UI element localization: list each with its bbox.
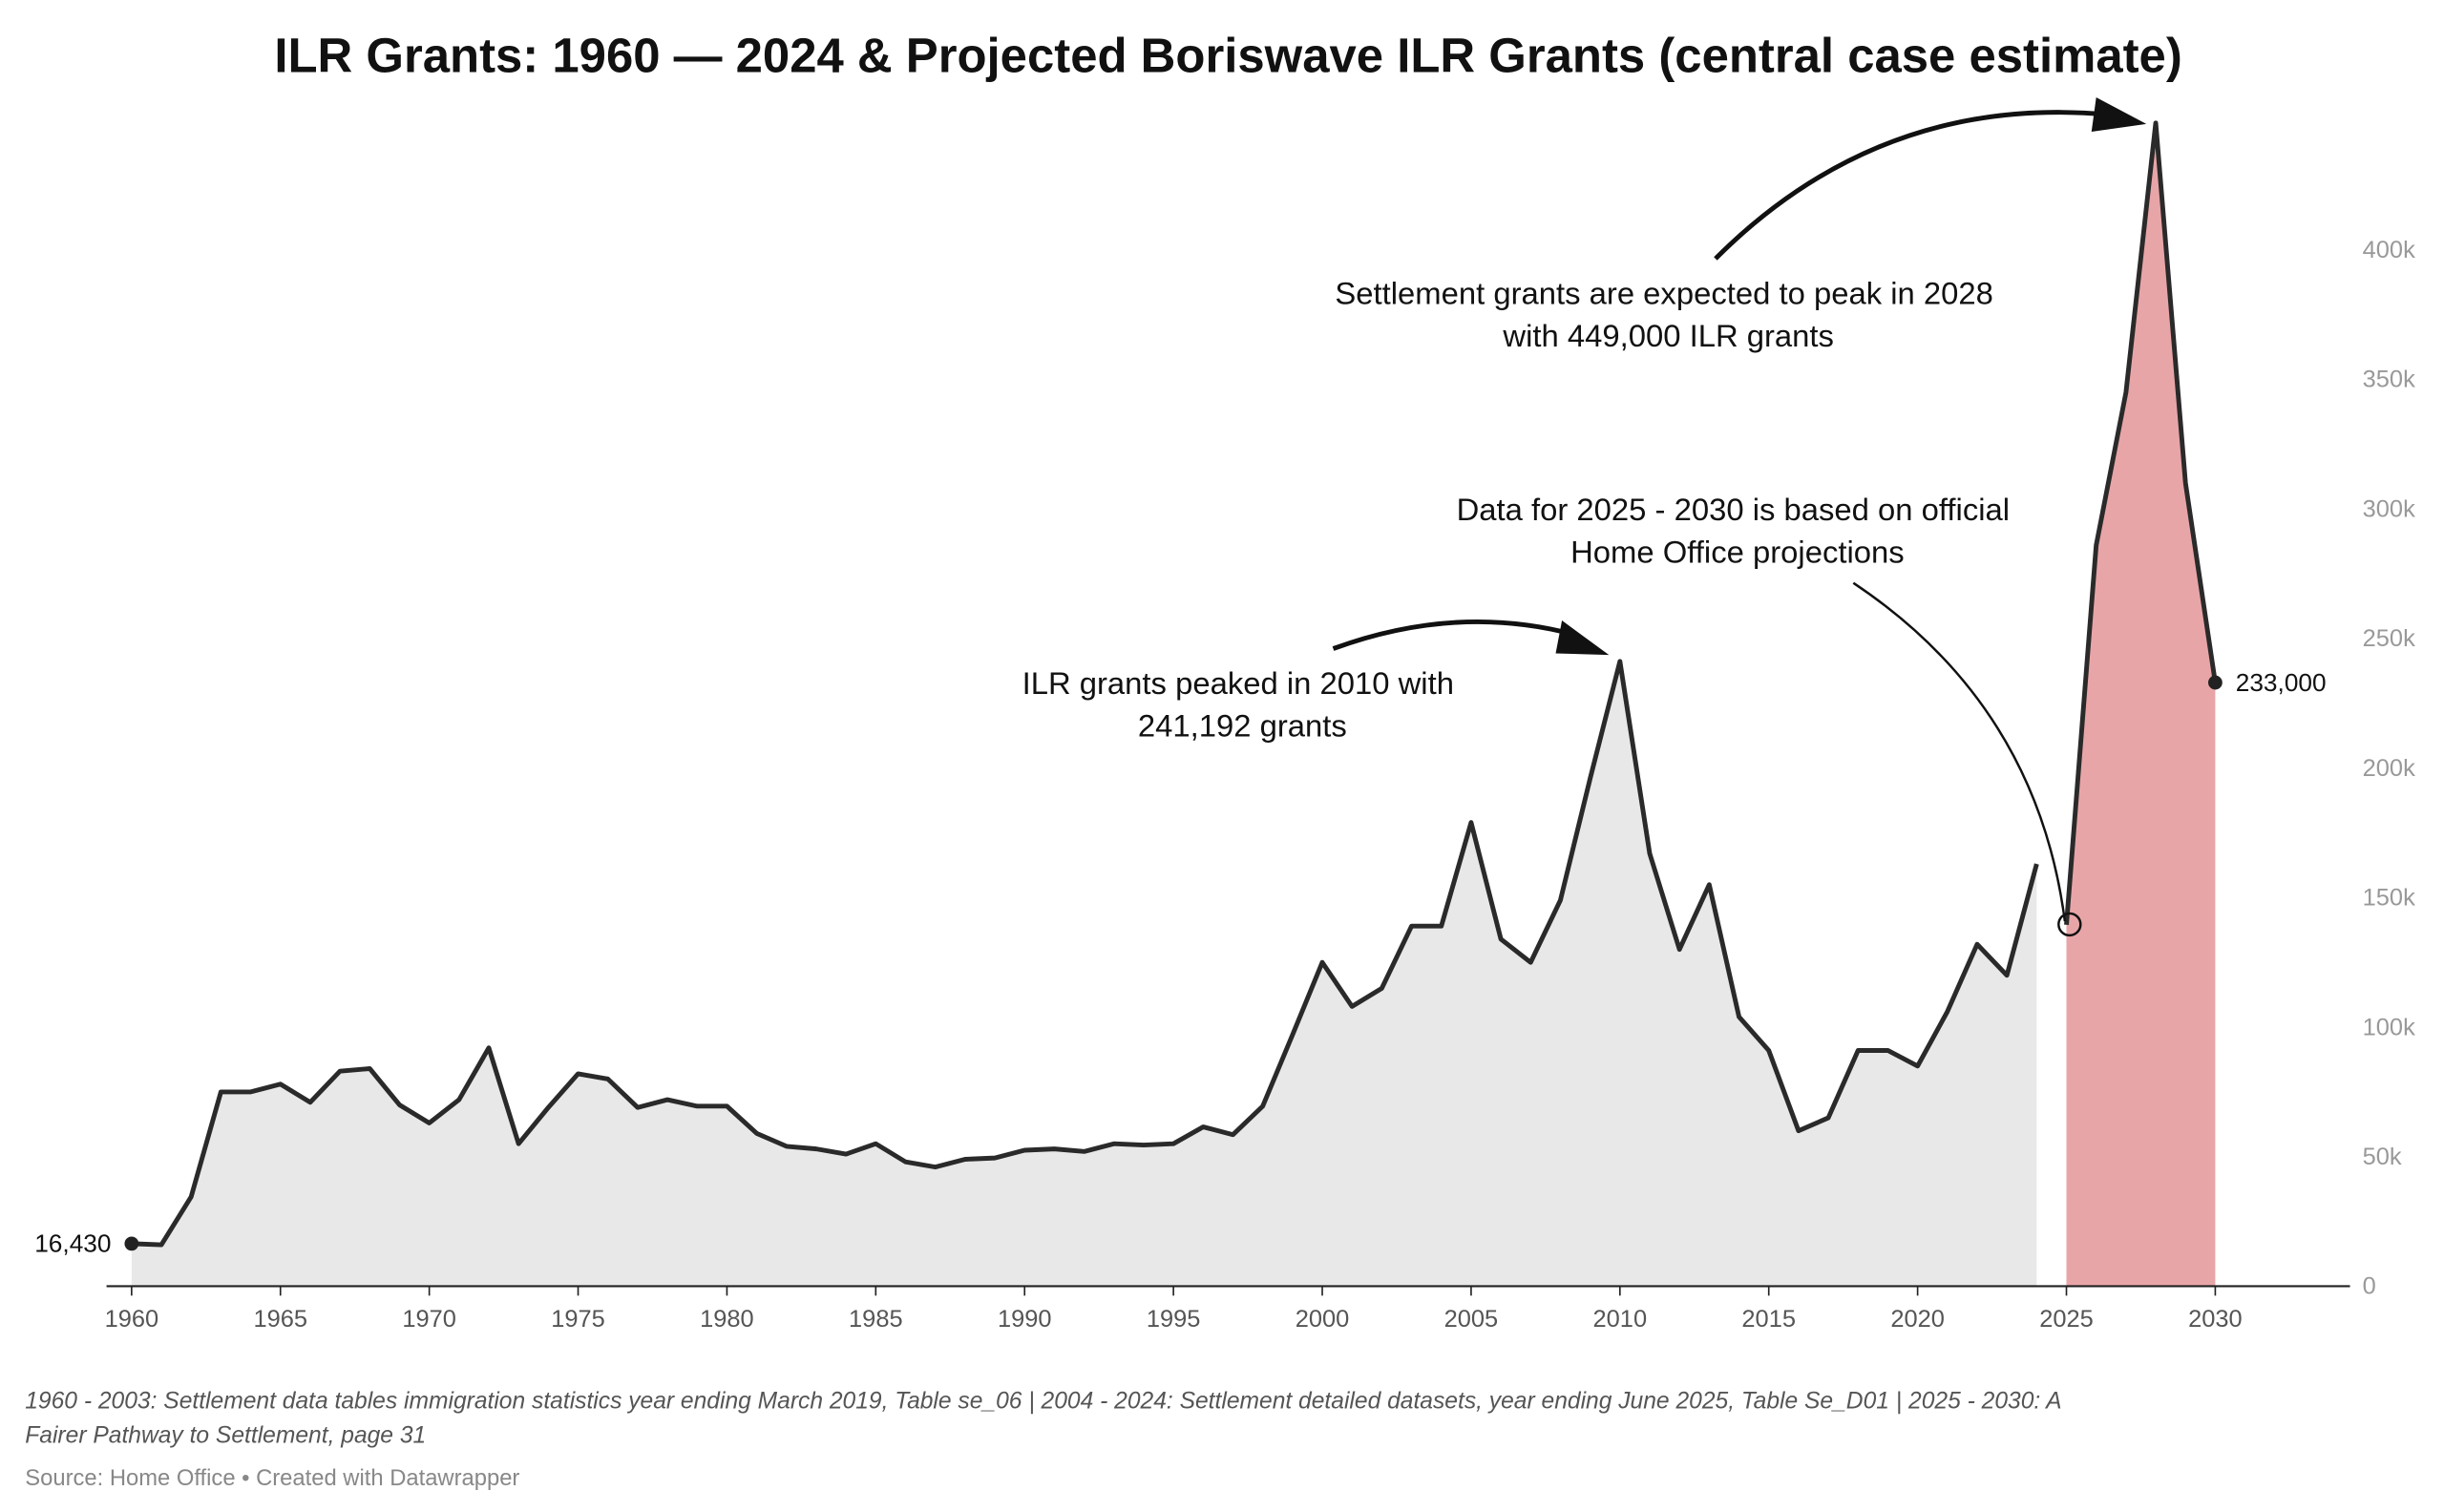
y-tick-label: 250k xyxy=(2363,625,2415,652)
end-value-label: 233,000 xyxy=(2236,668,2327,697)
y-tick-label: 400k xyxy=(2363,237,2415,263)
y-tick-label: 200k xyxy=(2363,755,2415,782)
peak-2028-arrowhead xyxy=(2091,96,2147,133)
annotation-projection-note: Data for 2025 - 2030 is based on officia… xyxy=(1457,492,2019,569)
x-tick-label: 2020 xyxy=(1890,1306,1945,1333)
x-tick-label: 1985 xyxy=(849,1306,903,1333)
y-tick-label: 300k xyxy=(2363,495,2415,522)
x-tick-label: 1975 xyxy=(551,1306,605,1333)
x-tick-label: 1995 xyxy=(1147,1306,1201,1333)
footer-notes: 1960 - 2003: Settlement data tables immi… xyxy=(25,1388,2068,1448)
y-tick-label: 0 xyxy=(2363,1273,2376,1300)
x-tick-label: 1980 xyxy=(700,1306,754,1333)
series-0-area xyxy=(131,661,2037,1287)
footer-source: Source: Home Office • Created with Dataw… xyxy=(25,1465,519,1491)
projection-start-marker xyxy=(2057,912,2082,937)
projection-note-line xyxy=(1852,581,2067,922)
x-tick-label: 1965 xyxy=(253,1306,307,1333)
peak-2010-arrow xyxy=(1332,619,1575,651)
annotation-peak-2028: Settlement grants are expected to peak i… xyxy=(1335,276,2002,353)
x-tick-label: 2025 xyxy=(2039,1306,2094,1333)
series-1-area xyxy=(2066,122,2216,1287)
end-point-marker xyxy=(2208,675,2223,690)
x-tick-label: 2030 xyxy=(2188,1306,2243,1333)
x-tick-label: 1970 xyxy=(402,1306,456,1333)
x-tick-label: 1960 xyxy=(105,1306,159,1333)
start-point-marker xyxy=(124,1236,139,1251)
start-value-label: 16,430 xyxy=(34,1228,111,1257)
x-tick-label: 2005 xyxy=(1444,1306,1499,1333)
plot-area xyxy=(124,120,2223,1287)
x-axis: 1960 1965 1970 1975 1980 1985 1990 1995 2000 2005… xyxy=(105,1286,2243,1333)
y-tick-label: 150k xyxy=(2363,885,2415,912)
peak-2010-arrowhead xyxy=(1555,620,1610,656)
peak-2028-arrow xyxy=(1714,110,2108,261)
y-tick-label: 350k xyxy=(2363,367,2415,393)
annotation-peak-2010: ILR grants peaked in 2010 with 241,192 g… xyxy=(1022,665,1464,743)
chart-title: ILR Grants: 1960 — 2024 & Projected Bori… xyxy=(274,29,2181,83)
y-axis: 0 50k 100k 150k 200k 250k 300k 350k 400k xyxy=(2363,237,2415,1300)
series-1-line xyxy=(2064,120,2218,926)
x-tick-label: 2015 xyxy=(1741,1306,1796,1333)
x-tick-label: 2010 xyxy=(1593,1306,1648,1333)
series-0-line xyxy=(131,659,2039,1248)
y-tick-label: 50k xyxy=(2363,1144,2402,1170)
x-tick-label: 1990 xyxy=(998,1306,1052,1333)
x-tick-label: 2000 xyxy=(1296,1306,1350,1333)
y-tick-label: 100k xyxy=(2363,1014,2415,1040)
